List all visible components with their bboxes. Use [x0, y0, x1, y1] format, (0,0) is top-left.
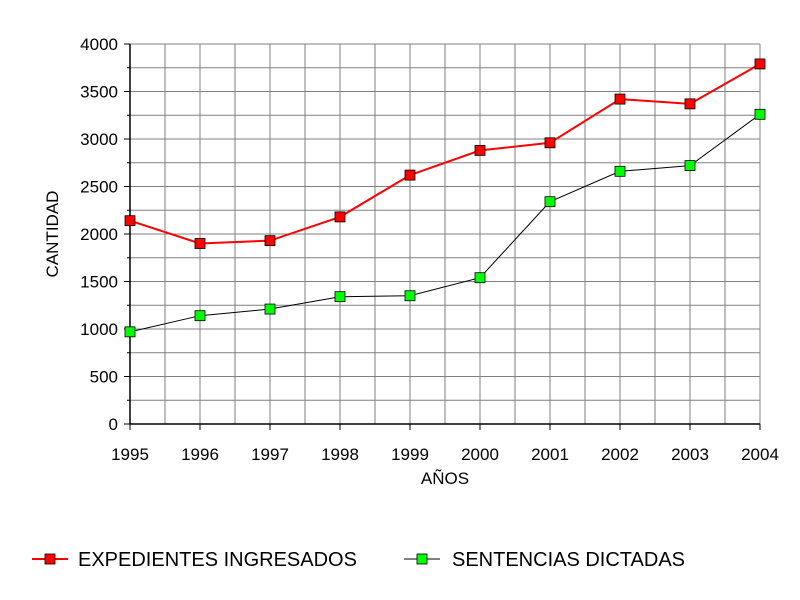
data-point — [334, 211, 346, 223]
legend-item: EXPEDIENTES INGRESADOS — [32, 549, 357, 571]
data-point — [614, 93, 626, 105]
data-point — [544, 137, 556, 149]
data-point — [194, 310, 206, 322]
x-tick-label: 2001 — [531, 445, 569, 464]
x-tick-label: 1995 — [111, 445, 149, 464]
y-tick-label: 2000 — [80, 225, 118, 244]
y-tick-label: 1500 — [80, 273, 118, 292]
x-tick-label: 2002 — [601, 445, 639, 464]
y-tick-label: 500 — [90, 368, 118, 387]
x-tick-label: 2004 — [741, 445, 779, 464]
x-tick-label: 1999 — [391, 445, 429, 464]
data-point — [334, 291, 346, 303]
legend-item: SENTENCIAS DICTADAS — [404, 549, 685, 571]
series-line — [129, 63, 761, 245]
data-point — [404, 290, 416, 302]
series-line — [129, 113, 761, 333]
data-point — [684, 98, 696, 110]
x-tick-label: 1998 — [321, 445, 359, 464]
y-tick-label: 3000 — [80, 130, 118, 149]
grid — [130, 43, 761, 424]
x-tick-label: 1996 — [181, 445, 219, 464]
data-point — [544, 196, 556, 208]
series — [124, 58, 766, 338]
y-tick-label: 0 — [109, 415, 118, 434]
data-point — [474, 272, 486, 284]
legend: EXPEDIENTES INGRESADOS SENTENCIAS DICTADA… — [32, 549, 685, 571]
x-tick-label: 2000 — [461, 445, 499, 464]
data-point — [124, 215, 136, 227]
data-point — [404, 169, 416, 181]
data-point — [264, 303, 276, 315]
legend-label: EXPEDIENTES INGRESADOS — [78, 549, 357, 571]
series-1 — [124, 58, 766, 249]
data-point — [684, 160, 696, 172]
data-point — [474, 144, 486, 156]
y-axis-title: CANTIDAD — [43, 191, 62, 278]
legend-marker — [44, 553, 56, 565]
data-point — [614, 165, 626, 177]
x-tick-label: 1997 — [251, 445, 289, 464]
y-tick-label: 3500 — [80, 83, 118, 102]
y-tick-label: 4000 — [80, 35, 118, 54]
y-tick-label: 1000 — [80, 320, 118, 339]
data-point — [264, 235, 276, 247]
legend-marker — [416, 553, 428, 565]
x-tick-label: 2003 — [671, 445, 709, 464]
data-point — [194, 238, 206, 249]
y-tick-labels: 0 500 1000 1500 2000 2500 3000 3500 4000 — [80, 35, 118, 434]
data-point — [754, 58, 766, 70]
data-point — [754, 108, 766, 120]
data-point — [124, 326, 136, 338]
x-axis-title: AÑOS — [421, 469, 469, 488]
series-2 — [124, 108, 766, 338]
y-tick-label: 2500 — [80, 178, 118, 197]
x-tick-labels: 1995 1996 1997 1998 1999 2000 2001 2002 2003 2004 — [111, 445, 779, 464]
legend-label: SENTENCIAS DICTADAS — [452, 549, 685, 571]
